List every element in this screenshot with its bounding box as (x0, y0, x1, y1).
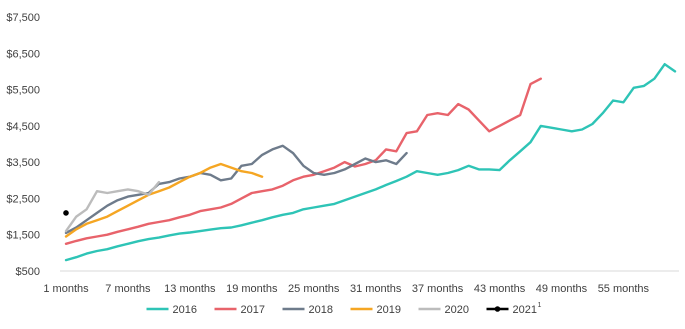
series-2019-line (64, 162, 264, 238)
x-tick-label: 25 months (288, 283, 340, 295)
y-tick-label: $1,500 (6, 230, 40, 242)
x-tick-label: 19 months (226, 283, 278, 295)
legend-item-2018: 2018 (282, 304, 333, 316)
y-tick-label: $2,500 (6, 193, 40, 205)
legend-label: 2021 (513, 304, 537, 316)
y-tick-label: $5,500 (6, 85, 40, 97)
legend-marker (494, 306, 501, 312)
y-tick-label: $7,500 (6, 12, 40, 24)
legend-item-2021: 2021 1 (486, 302, 542, 316)
x-tick-label: 7 months (105, 283, 151, 295)
series-2017-line (64, 77, 542, 245)
x-tick-label: 55 months (598, 283, 650, 295)
x-tick-label: 37 months (412, 283, 464, 295)
series-2018-line (64, 144, 408, 235)
legend-item-2016: 2016 (146, 304, 197, 316)
series-2021-point (63, 210, 69, 216)
x-tick-label: 31 months (350, 283, 402, 295)
x-tick-label: 1 months (43, 283, 89, 295)
x-tick-label: 43 months (474, 283, 526, 295)
y-tick-label: $6,500 (6, 48, 40, 60)
legend-label: 2017 (241, 304, 265, 316)
legend-item-2020: 2020 (418, 304, 469, 316)
y-tick-label: $4,500 (6, 121, 40, 133)
legend-label: 2016 (173, 304, 197, 316)
legend-label: 2018 (309, 304, 333, 316)
legend-item-2017: 2017 (214, 304, 265, 316)
legend-item-2019: 2019 (350, 304, 401, 316)
series-2016-line (64, 63, 677, 262)
legend: 2016 2017 2018 2019 2020 2021 1 (146, 302, 542, 316)
series-layer (63, 63, 677, 262)
y-tick-label: $3,500 (6, 157, 40, 169)
x-axis: 1 months 7 months 13 months 19 months 25 mon… (43, 270, 679, 295)
y-axis: $500 $1,500 $2,500 $3,500 $4,500 $5,500 $6,500… (6, 12, 40, 278)
legend-label: 2020 (445, 304, 469, 316)
x-tick-label: 13 months (164, 283, 216, 295)
x-tick-label: 49 months (536, 283, 588, 295)
y-tick-label: $500 (16, 266, 40, 278)
legend-superscript: 1 (538, 302, 542, 309)
series-2020-line (64, 180, 161, 233)
legend-label: 2019 (377, 304, 401, 316)
